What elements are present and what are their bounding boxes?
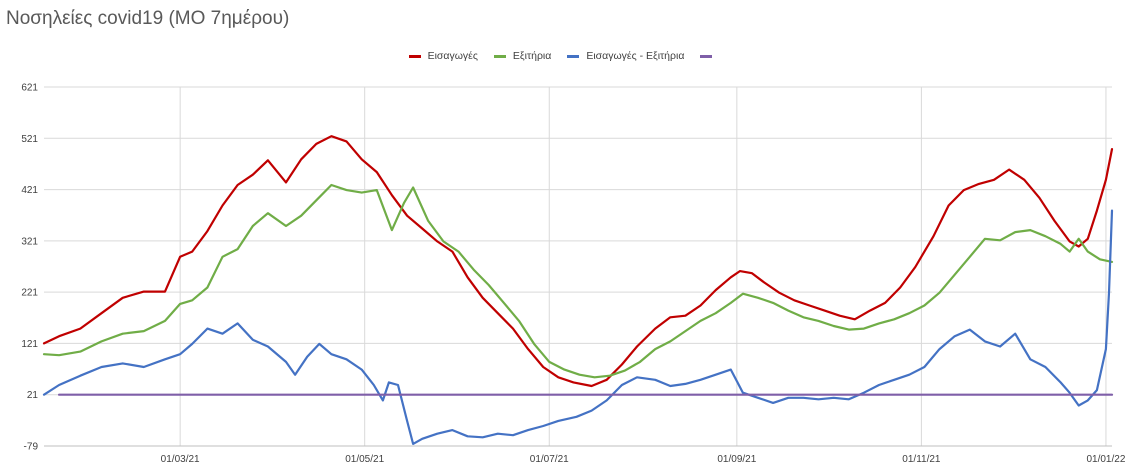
y-tick-label: 21	[27, 390, 39, 401]
legend-label-net: Εισαγωγές - Εξιτήρια	[586, 50, 685, 62]
legend-label-admissions: Εισαγωγές	[427, 50, 478, 62]
x-tick-label: 01/01/22	[1086, 454, 1125, 465]
x-tick-label: 01/11/21	[902, 454, 941, 465]
legend-swatch-admissions	[408, 54, 421, 58]
legend: Εισαγωγές Εξιτήρια Εισαγωγές - Εξιτήρια	[0, 50, 1128, 62]
y-tick-label: 421	[21, 185, 38, 196]
y-tick-label: -79	[24, 442, 39, 453]
y-tick-label: 621	[21, 83, 38, 94]
x-tick-label: 01/05/21	[345, 454, 384, 465]
x-tick-label: 01/07/21	[530, 454, 569, 465]
y-tick-label: 221	[21, 288, 38, 299]
y-tick-label: 121	[21, 339, 38, 350]
x-tick-label: 01/03/21	[161, 454, 200, 465]
y-tick-label: 321	[21, 236, 38, 247]
series-line-admissions	[42, 135, 1114, 388]
series-line-discharges	[42, 183, 1114, 379]
legend-label-discharges: Εξιτήρια	[512, 50, 552, 62]
legend-swatch-net	[567, 54, 580, 58]
legend-item-net: Εισαγωγές - Εξιτήρια	[567, 50, 684, 62]
legend-swatch-discharges	[493, 54, 506, 58]
legend-item-discharges: Εξιτήρια	[493, 50, 552, 62]
legend-item-baseline	[700, 50, 719, 62]
legend-item-admissions: Εισαγωγές	[408, 50, 478, 62]
legend-swatch-baseline	[700, 54, 713, 58]
y-tick-label: 521	[21, 134, 38, 145]
series-line-net	[42, 209, 1114, 445]
x-tick-label: 01/09/21	[717, 454, 756, 465]
chart-title: Νοσηλείες covid19 (ΜΟ 7ημέρου)	[6, 8, 290, 29]
